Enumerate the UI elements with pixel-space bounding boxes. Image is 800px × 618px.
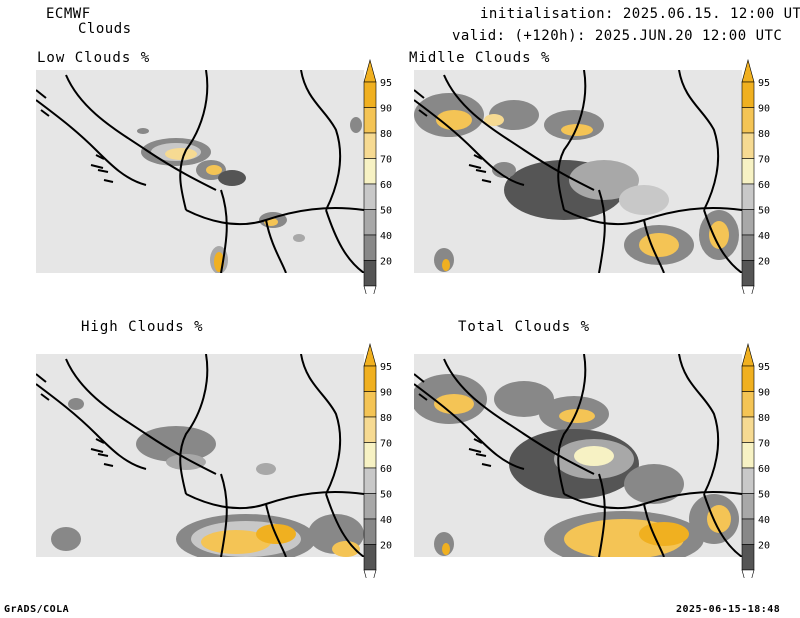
legend-swatch bbox=[741, 442, 755, 469]
legend-level-label: 40 bbox=[380, 231, 392, 242]
legend-swatch bbox=[741, 234, 755, 261]
legend-level-label: 70 bbox=[758, 155, 770, 166]
map-low-clouds bbox=[36, 70, 364, 273]
legend-swatch bbox=[363, 365, 377, 392]
legend-level-label: 50 bbox=[758, 206, 770, 217]
borders-high bbox=[36, 354, 364, 557]
legend-swatch bbox=[363, 132, 377, 159]
legend-swatch bbox=[363, 158, 377, 185]
legend-arrow-bottom bbox=[741, 569, 755, 578]
panel-title-low: Low Clouds % bbox=[37, 50, 151, 66]
cloud-field-middle bbox=[414, 93, 739, 272]
legend-level-label: 20 bbox=[758, 541, 770, 552]
legend-level-label: 70 bbox=[758, 439, 770, 450]
legend-swatch bbox=[741, 260, 755, 287]
legend-level-label: 40 bbox=[758, 231, 770, 242]
legend-level-label: 80 bbox=[380, 129, 392, 140]
legend-swatch bbox=[741, 518, 755, 545]
legend-swatch bbox=[363, 442, 377, 469]
legend-swatch bbox=[363, 260, 377, 287]
legend-arrow-top bbox=[741, 58, 755, 83]
legend-swatch bbox=[741, 416, 755, 443]
legend-low: 95 90 80 70 60 50 40 20 bbox=[363, 58, 392, 294]
legend-swatch bbox=[741, 107, 755, 134]
cloud-field-low bbox=[137, 117, 362, 273]
legend-level-label: 60 bbox=[380, 464, 392, 475]
cloud-field-total bbox=[414, 374, 739, 557]
legend-swatch bbox=[741, 365, 755, 392]
legend-level-label: 60 bbox=[758, 464, 770, 475]
map-middle-clouds bbox=[414, 70, 742, 273]
legend-high: 95 90 80 70 60 50 40 20 bbox=[363, 342, 392, 578]
legend-level-label: 90 bbox=[758, 388, 770, 399]
borders-low bbox=[36, 70, 364, 273]
legend-level-label: 20 bbox=[758, 257, 770, 268]
legend-swatch bbox=[363, 107, 377, 134]
legend-level-label: 50 bbox=[380, 490, 392, 501]
legend-level-label: 40 bbox=[758, 515, 770, 526]
legend-level-label: 60 bbox=[758, 180, 770, 191]
footer-software: GrADS/COLA bbox=[4, 604, 70, 615]
borders-middle bbox=[414, 70, 742, 273]
legend-level-label: 60 bbox=[380, 180, 392, 191]
legend-arrow-top bbox=[741, 342, 755, 367]
legend-level-label: 90 bbox=[758, 104, 770, 115]
legend-level-label: 80 bbox=[380, 413, 392, 424]
legend-arrow-bottom bbox=[363, 285, 377, 294]
panel-title-total: Total Clouds % bbox=[458, 319, 591, 335]
legend-level-label: 20 bbox=[380, 257, 392, 268]
model-name: ECMWF bbox=[46, 6, 91, 22]
legend-swatch bbox=[741, 544, 755, 571]
legend-level-label: 90 bbox=[380, 388, 392, 399]
legend-swatch bbox=[741, 493, 755, 520]
legend-swatch bbox=[363, 234, 377, 261]
legend-middle: 95 90 80 70 60 50 40 20 bbox=[741, 58, 770, 294]
legend-level-label: 20 bbox=[380, 541, 392, 552]
valid-time: valid: (+120h): 2025.JUN.20 12:00 UTC bbox=[452, 28, 783, 44]
legend-swatch bbox=[363, 544, 377, 571]
legend-swatch bbox=[363, 518, 377, 545]
legend-level-label: 70 bbox=[380, 155, 392, 166]
legend-level-label: 95 bbox=[758, 78, 770, 89]
legend-arrow-top bbox=[363, 342, 377, 367]
legend-swatch bbox=[363, 416, 377, 443]
footer-timestamp: 2025-06-15-18:48 bbox=[676, 604, 781, 615]
legend-arrow-bottom bbox=[741, 285, 755, 294]
legend-level-label: 95 bbox=[758, 362, 770, 373]
legend-swatch bbox=[363, 467, 377, 494]
legend-level-label: 80 bbox=[758, 129, 770, 140]
legend-arrow-bottom bbox=[363, 569, 377, 578]
panel-title-middle: Midlle Clouds % bbox=[409, 50, 551, 66]
legend-level-label: 80 bbox=[758, 413, 770, 424]
legend-swatch bbox=[363, 209, 377, 236]
map-high-clouds bbox=[36, 354, 364, 557]
legend-level-label: 95 bbox=[380, 78, 392, 89]
map-total-clouds bbox=[414, 354, 742, 557]
panel-title-high: High Clouds % bbox=[81, 319, 204, 335]
borders-total bbox=[414, 354, 742, 557]
product-name: Clouds bbox=[78, 21, 132, 37]
legend-swatch bbox=[741, 467, 755, 494]
legend-level-label: 95 bbox=[380, 362, 392, 373]
legend-level-label: 90 bbox=[380, 104, 392, 115]
legend-swatch bbox=[363, 391, 377, 418]
legend-swatch bbox=[741, 158, 755, 185]
initialisation-time: initialisation: 2025.06.15. 12:00 UTC bbox=[480, 6, 800, 22]
legend-swatch bbox=[741, 391, 755, 418]
legend-level-label: 50 bbox=[380, 206, 392, 217]
legend-swatch bbox=[363, 493, 377, 520]
legend-swatch bbox=[741, 132, 755, 159]
legend-swatch bbox=[741, 209, 755, 236]
legend-level-label: 40 bbox=[380, 515, 392, 526]
legend-swatch bbox=[363, 183, 377, 210]
legend-swatch bbox=[741, 81, 755, 108]
legend-total: 95 90 80 70 60 50 40 20 bbox=[741, 342, 770, 578]
legend-swatch bbox=[363, 81, 377, 108]
legend-swatch bbox=[741, 183, 755, 210]
legend-level-label: 50 bbox=[758, 490, 770, 501]
legend-arrow-top bbox=[363, 58, 377, 83]
legend-level-label: 70 bbox=[380, 439, 392, 450]
